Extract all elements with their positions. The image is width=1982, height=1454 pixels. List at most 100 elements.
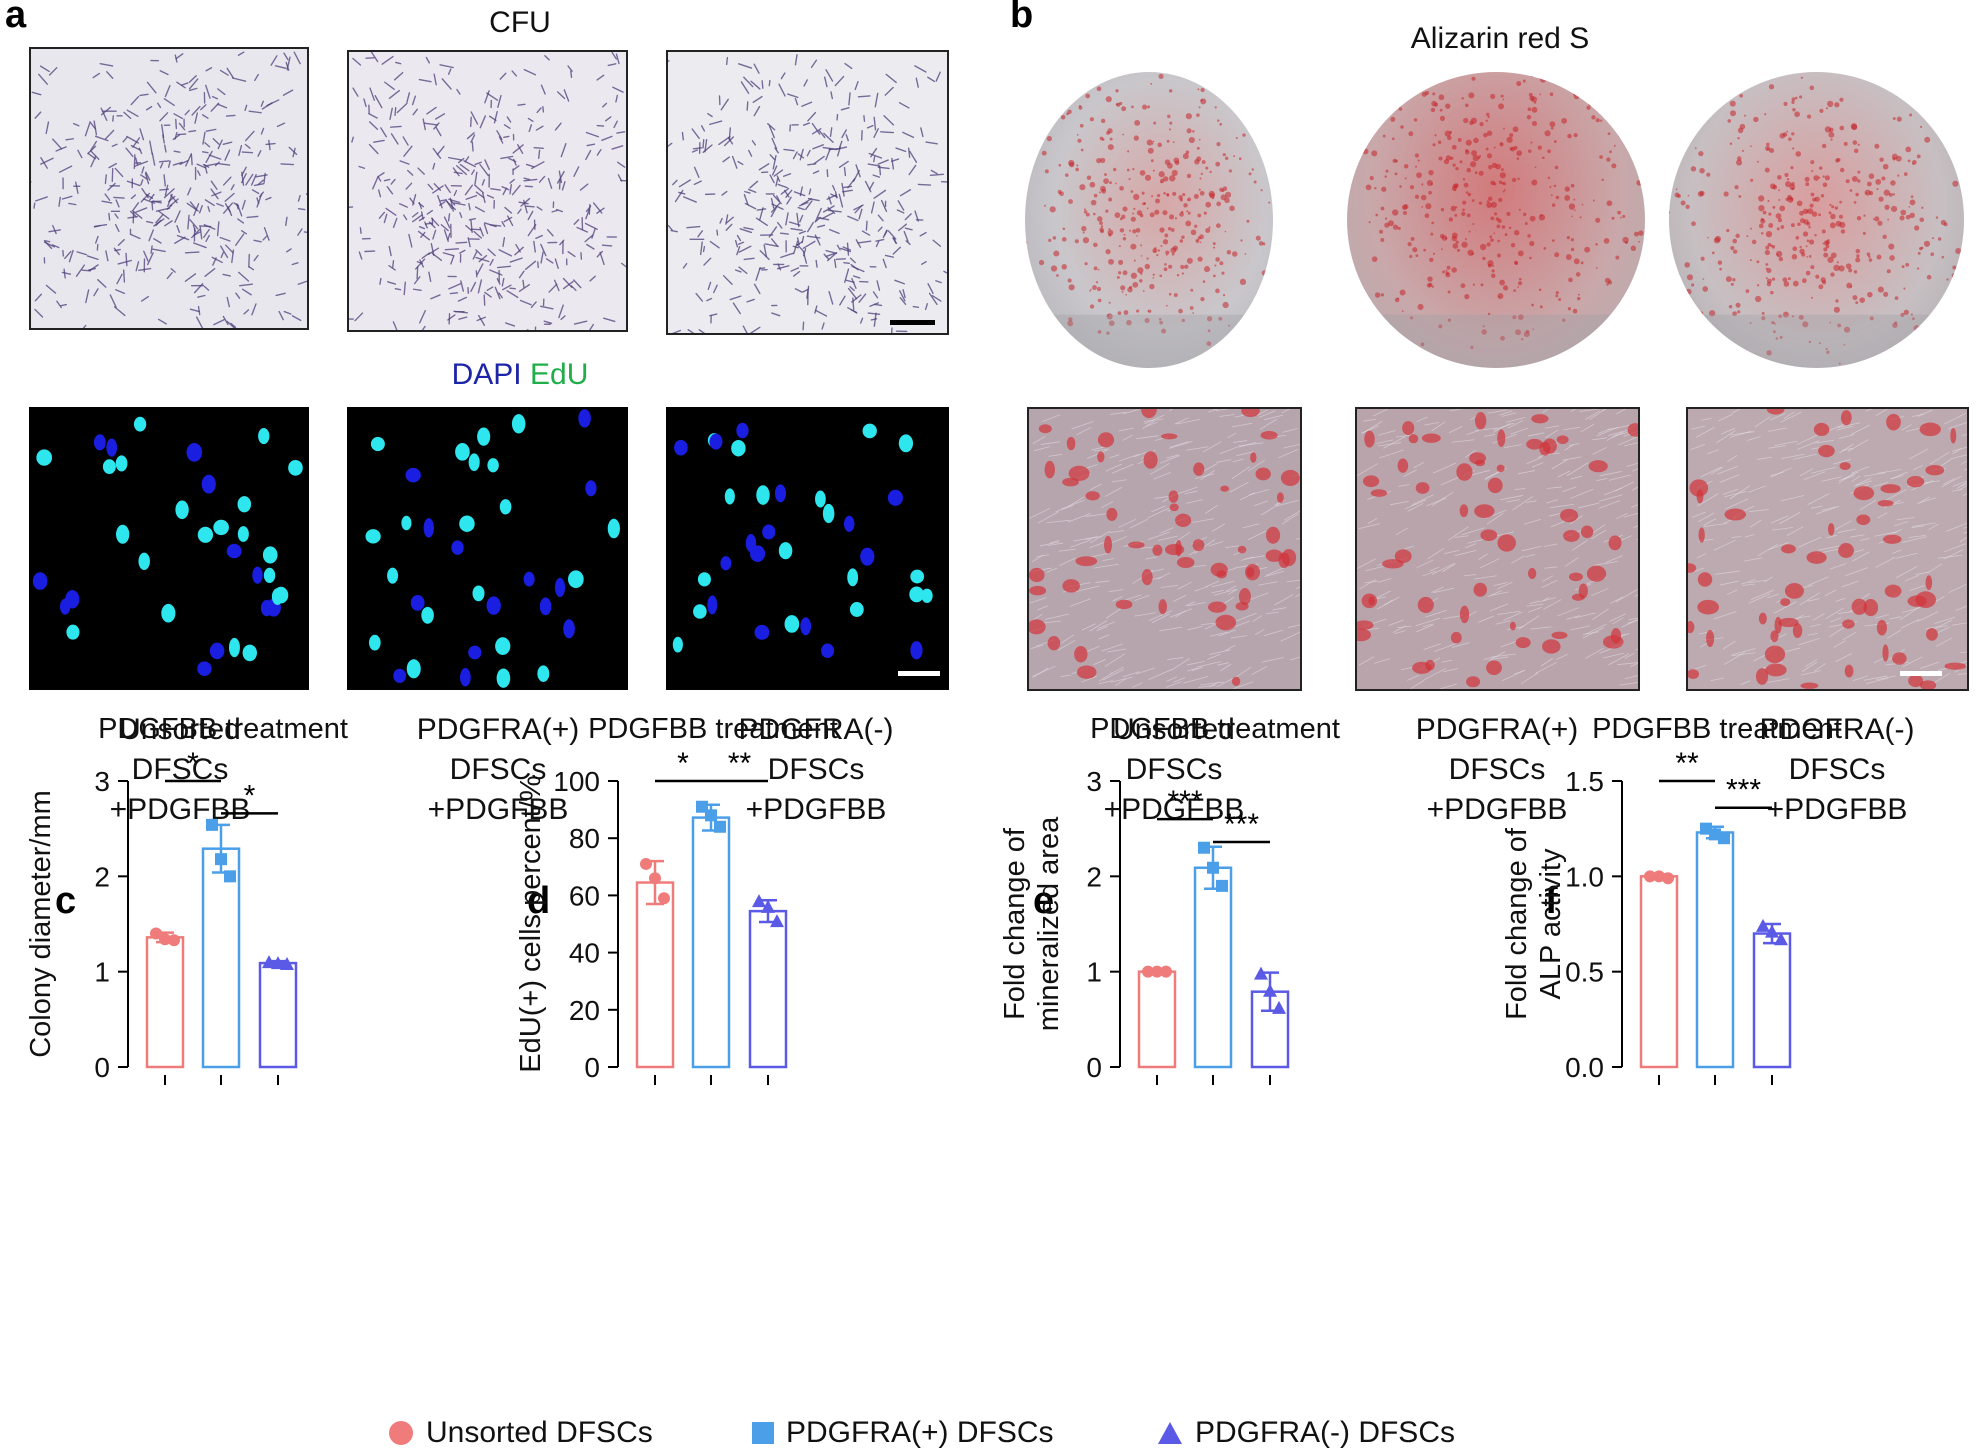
scale-bar	[1900, 671, 1942, 676]
significance-label: **	[1675, 747, 1699, 780]
data-point	[770, 914, 784, 928]
condition-label-a-pos: PDGFRA(+) DFSCs +PDGFBB	[416, 713, 580, 826]
panel-label-f: f	[1545, 880, 1558, 922]
chart-title: PDGFBB treatment	[588, 713, 838, 745]
y-tick-label: 0.5	[1565, 957, 1604, 988]
data-point	[280, 957, 294, 971]
alizarin-micro-pdgfra-pos	[1355, 407, 1640, 691]
cfu-title: CFU	[489, 6, 551, 39]
chart-e: PDGFBB treatment 0 1 2 3 Fold change ofminera…	[999, 713, 1480, 1370]
y-tick-label: 1	[94, 957, 110, 988]
data-point	[761, 899, 775, 913]
data-point	[1644, 870, 1656, 883]
y-tick-label: 1.5	[1565, 766, 1604, 797]
data-point	[150, 927, 162, 940]
data-point	[1263, 983, 1277, 997]
data-point	[752, 894, 766, 908]
alizarin-title: Alizarin red S	[1410, 22, 1590, 55]
significance-label: **	[728, 747, 752, 780]
significance-label: *	[187, 747, 199, 780]
bar	[1639, 875, 1679, 1069]
dapi-label: DAPI	[451, 358, 522, 391]
data-point	[1254, 966, 1268, 980]
edu-image-unsorted	[29, 407, 309, 690]
data-point	[159, 933, 171, 946]
panel-label-d: d	[527, 880, 551, 922]
y-tick-label: 2	[1086, 861, 1102, 892]
data-point	[1765, 924, 1779, 938]
data-point	[1151, 965, 1163, 978]
scale-bar	[890, 320, 935, 325]
alizarin-dish-pdgfra-neg	[1669, 72, 1964, 368]
chart-f: PDGFBB treatment 0.0 0.5 1.0 1.5 Fold change …	[1490, 713, 1982, 1370]
y-tick-label: 1.0	[1565, 861, 1604, 892]
significance-label: ***	[1726, 774, 1761, 807]
legend-triangle-icon	[1158, 1422, 1182, 1444]
alizarin-dish-unsorted	[1025, 72, 1273, 368]
panel-label-c: c	[55, 880, 77, 922]
bar	[1193, 866, 1233, 1069]
bar	[748, 909, 788, 1069]
alizarin-micro-pdgfra-neg	[1686, 407, 1969, 691]
y-axis-label: Fold change ofmineralized area	[999, 816, 1065, 1031]
cfu-image-unsorted	[29, 47, 309, 330]
bar	[1137, 970, 1177, 1069]
y-tick-label: 60	[569, 880, 600, 911]
edu-image-pdgfra-pos	[347, 407, 628, 690]
data-point	[1718, 832, 1730, 845]
data-point	[1160, 965, 1172, 978]
bar	[635, 881, 675, 1069]
condition-label-a-neg: PDGFRA(-) DFSCs +PDGFBB	[738, 713, 894, 826]
y-axis-label: Fold change ofALP activity	[1501, 827, 1567, 1020]
data-point	[1662, 872, 1674, 885]
y-tick-label: 0	[94, 1052, 110, 1083]
significance-label: ***	[1224, 808, 1259, 841]
data-point	[658, 892, 670, 905]
data-point	[1198, 841, 1210, 854]
y-tick-label: 0	[1086, 1052, 1102, 1083]
data-point	[1216, 879, 1228, 892]
legend-pos: PDGFRA(+) DFSCs	[752, 1413, 1054, 1453]
legend-circle-icon	[389, 1421, 413, 1445]
y-tick-label: 20	[569, 995, 600, 1026]
chart-title: PDGFBB treatment	[98, 713, 348, 745]
significance-label: ***	[1167, 785, 1202, 818]
data-point	[271, 956, 285, 970]
y-tick-label: 0	[584, 1052, 600, 1083]
bar	[1752, 932, 1792, 1069]
data-point	[1653, 870, 1665, 883]
y-tick-label: 100	[553, 766, 600, 797]
data-point	[1207, 861, 1219, 874]
alizarin-micro-unsorted	[1027, 407, 1302, 691]
alizarin-dish-pdgfra-pos	[1347, 72, 1645, 368]
y-tick-label: 40	[569, 938, 600, 969]
significance-label: *	[677, 747, 689, 780]
bar	[258, 961, 298, 1069]
y-tick-label: 3	[94, 766, 110, 797]
chart-c: PDGFBB treatment 0 1 2 3 Colony diameter/mm * *	[0, 713, 480, 1370]
bar	[1695, 831, 1735, 1069]
data-point	[1272, 1000, 1286, 1014]
data-point	[649, 872, 661, 885]
data-point	[215, 853, 227, 866]
y-axis-label: EdU(+) cells percent/%	[515, 775, 547, 1072]
y-tick-label: 2	[94, 861, 110, 892]
data-point	[705, 809, 717, 822]
legend-square-icon	[752, 1422, 774, 1444]
condition-label-b-pos: PDGFRA(+) DFSCs +PDGFBB	[1415, 713, 1579, 826]
data-point	[224, 870, 236, 883]
y-tick-label: 0.0	[1565, 1052, 1604, 1083]
cfu-image-pdgfra-pos	[347, 50, 628, 332]
panel-label-b: b	[1010, 0, 1034, 36]
chart-title: PDGFBB treatment	[1592, 713, 1842, 745]
panel-label-e: e	[1033, 880, 1055, 922]
y-axis-label: Colony diameter/mm	[25, 790, 57, 1058]
y-tick-label: 80	[569, 823, 600, 854]
legend-unsorted: Unsorted DFSCs	[388, 1413, 653, 1453]
chart-title: PDGFBB treatment	[1090, 713, 1340, 745]
chart-d: PDGFBB treatment 0 20 40 60 80 100 EdU(+) cells…	[490, 713, 990, 1370]
condition-label-b-neg: PDGFRA(-) DFSCs +PDGFBB	[1759, 713, 1915, 826]
data-point	[640, 857, 652, 870]
data-point	[262, 955, 276, 969]
scale-bar	[898, 671, 940, 676]
